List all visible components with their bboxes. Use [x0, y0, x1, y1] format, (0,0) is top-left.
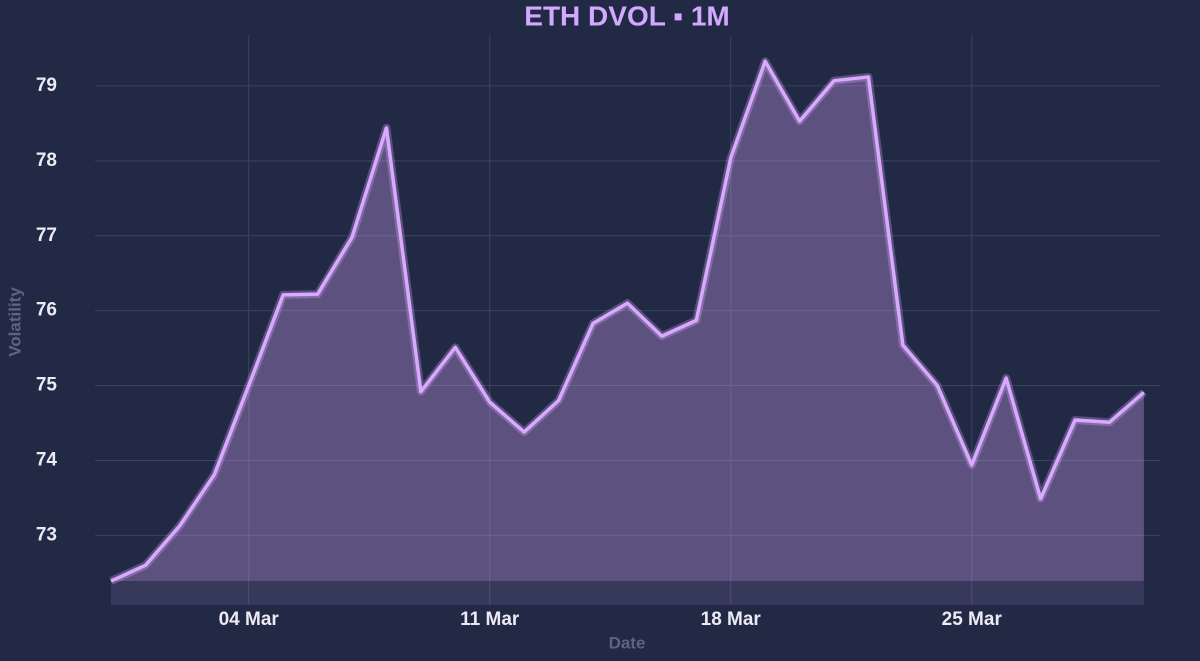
- y-tick-label: 78: [36, 150, 57, 171]
- x-tick-label: 25 Mar: [942, 609, 1003, 630]
- y-tick-label: 75: [36, 375, 58, 396]
- y-tick-label: 77: [36, 225, 57, 246]
- y-tick-label: 79: [36, 75, 57, 96]
- x-axis-label: Date: [609, 633, 646, 652]
- y-tick-label: 73: [36, 524, 57, 545]
- x-tick-label: 18 Mar: [701, 609, 762, 630]
- area-base: [111, 581, 1144, 605]
- line: [110, 59, 1146, 583]
- x-tick-label: 11 Mar: [460, 609, 520, 630]
- y-tick-label: 74: [36, 449, 58, 470]
- y-tick-label: 76: [36, 300, 57, 321]
- chart-title: ETH DVOL ▪ 1M: [524, 0, 729, 31]
- y-axis-label: Volatility: [5, 287, 24, 357]
- x-tick-label: 04 Mar: [219, 609, 280, 630]
- area: [111, 61, 1144, 582]
